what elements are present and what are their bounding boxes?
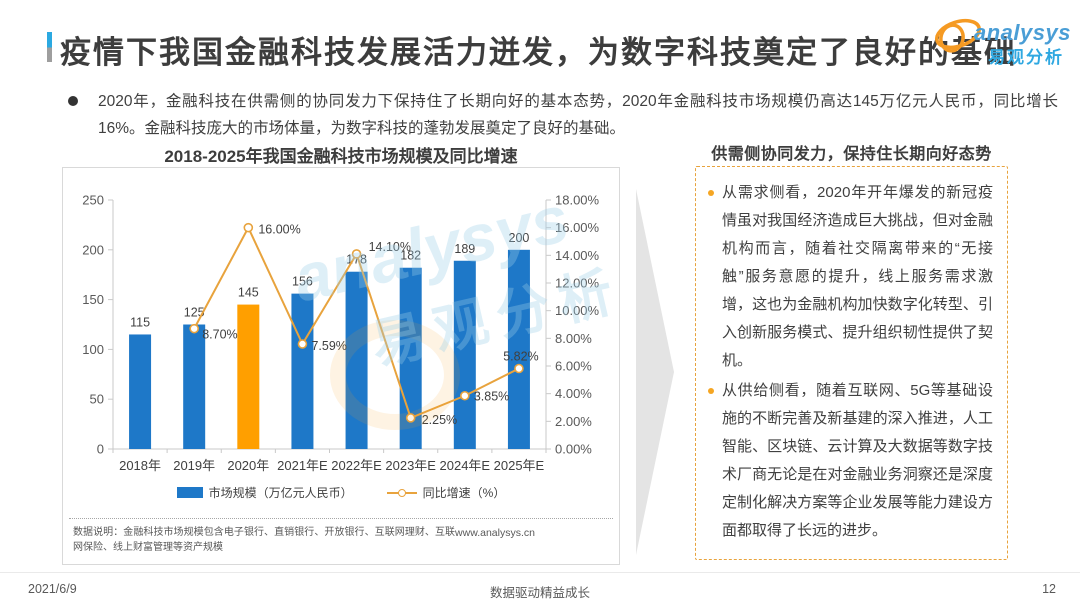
- legend-label: 同比增速（%）: [422, 486, 506, 500]
- bar-value-label: 125: [184, 306, 205, 320]
- panel-bullet-text: 从供给侧看，随着互联网、5G等基础设施的不断完善及新基建的深入推进，人工智能、区…: [722, 382, 993, 539]
- footer-date: 2021/6/9: [28, 582, 77, 596]
- y-axis-tick-label: 4.00%: [555, 386, 592, 401]
- bar-value-label: 182: [400, 249, 421, 263]
- growth-value-label: 14.10%: [369, 240, 411, 254]
- market-size-growth-chart: 0 50 100 150 200 250 0.00% 2.00% 4.00% 6.00% 8.00%…: [82, 193, 600, 474]
- logo-cn-text: 易观分析: [988, 48, 1064, 67]
- x-category-label: 2022年E: [331, 458, 382, 473]
- bar-2019年: [183, 324, 206, 449]
- y-axis-tick-label: 100: [82, 342, 104, 357]
- y-axis-tick-label: 0: [97, 442, 104, 457]
- footer-page-number: 12: [1042, 582, 1056, 596]
- panel-bullet-supply: 从供给侧看，随着互联网、5G等基础设施的不断完善及新基建的深入推进，人工智能、区…: [708, 377, 993, 545]
- y-axis-tick-label: 200: [82, 242, 104, 257]
- title-accent-bar: [47, 32, 52, 62]
- bar-value-label: 145: [238, 286, 259, 300]
- right-panel-title: 供需侧协同发力，保持住长期向好态势: [711, 146, 992, 163]
- x-category-label: 2023年E: [385, 458, 436, 473]
- growth-value-label: 5.82%: [503, 349, 538, 363]
- x-category-label: 2018年: [119, 458, 161, 473]
- bullet-dot-icon: [68, 96, 78, 106]
- legend-item-growth-rate: 同比增速（%）: [386, 484, 506, 501]
- bar-2020年: [237, 304, 260, 449]
- bar-2022年E: [345, 271, 368, 449]
- bar-value-label: 156: [292, 275, 313, 289]
- bar-value-label: 189: [454, 242, 475, 256]
- growth-value-label: 2.25%: [422, 413, 457, 427]
- line-marker: [351, 249, 362, 259]
- line-marker: [297, 339, 308, 349]
- y-axis-tick-label: 50: [90, 392, 104, 407]
- x-category-label: 2024年E: [440, 458, 491, 473]
- bar-value-label: 115: [130, 315, 150, 329]
- y-axis-tick-label: 14.00%: [555, 248, 600, 263]
- bullet-dot-icon: [708, 388, 714, 394]
- line-marker: [189, 323, 199, 334]
- source-link[interactable]: www.analysys.cn: [455, 527, 535, 539]
- line-marker: [243, 222, 254, 233]
- line-marker: [460, 390, 470, 401]
- y-axis-tick-label: 8.00%: [555, 331, 592, 346]
- page-title: 疫情下我国金融科技发展活力迸发，为数字科技奠定了良好的基础: [60, 35, 1017, 70]
- y-axis-tick-label: 0.00%: [555, 442, 592, 457]
- bar-swatch-icon: [176, 487, 203, 498]
- panel-bullet-demand: 从需求侧看，2020年开年爆发的新冠疫情虽对我国经济造成巨大挑战，但对金融机构而…: [708, 179, 993, 375]
- footer-slogan: 数据驱动精益成长: [489, 586, 590, 600]
- logo-latin-text: analysys: [974, 20, 1071, 45]
- x-category-label: 2020年: [227, 458, 269, 473]
- line-swatch-icon: [386, 488, 417, 497]
- x-category-label: 2025年E: [494, 458, 545, 473]
- y-axis-tick-label: 250: [82, 193, 104, 208]
- y-axis-tick-label: 150: [82, 292, 104, 307]
- y-axis-tick-label: 16.00%: [555, 220, 600, 235]
- footer: 2021/6/9 数据驱动精益成长 12: [0, 572, 1080, 608]
- legend-item-market-size: 市场规模（万亿元人民币）: [176, 484, 353, 501]
- growth-value-label: 3.85%: [474, 390, 509, 404]
- growth-value-label: 8.70%: [202, 328, 237, 342]
- growth-value-label: 7.59%: [311, 339, 346, 353]
- bullet-dot-icon: [708, 190, 714, 196]
- chart-title: 2018-2025年我国金融科技市场规模及同比增速: [164, 147, 518, 166]
- transition-arrow-icon: [636, 189, 674, 555]
- growth-value-label: 16.00%: [258, 223, 300, 237]
- x-category-label: 2021年E: [277, 458, 328, 473]
- bar-2018年: [129, 334, 152, 449]
- bar-2024年E: [453, 260, 476, 449]
- y-axis-tick-label: 2.00%: [555, 414, 592, 429]
- y-axis-tick-label: 12.00%: [555, 276, 600, 291]
- logo-swirl-icon: [935, 18, 981, 53]
- footnote-text: 数据说明：金融科技市场规模包含电子银行、直销银行、开放银行、互联网理财、互联网保…: [73, 527, 456, 553]
- intro-bullet: 2020年，金融科技在供需侧的协同发力下保持住了长期向好的基本态势，2020年金…: [68, 88, 1058, 142]
- bar-value-label: 200: [509, 231, 530, 245]
- y-axis-tick-label: 6.00%: [555, 359, 592, 374]
- legend-label: 市场规模（万亿元人民币）: [208, 486, 353, 500]
- chart-legend: 市场规模（万亿元人民币） 同比增速（%）: [63, 484, 619, 501]
- analysys-logo: analysys 易观分析: [932, 10, 1071, 68]
- intro-text: 2020年，金融科技在供需侧的协同发力下保持住了长期向好的基本态势，2020年金…: [98, 93, 1058, 137]
- bar-2025年E: [507, 249, 530, 449]
- panel-bullet-text: 从需求侧看，2020年开年爆发的新冠疫情虽对我国经济造成巨大挑战，但对金融机构而…: [722, 184, 993, 369]
- right-panel: 从需求侧看，2020年开年爆发的新冠疫情虽对我国经济造成巨大挑战，但对金融机构而…: [695, 166, 1008, 560]
- footnote-row: 数据说明：金融科技市场规模包含电子银行、直销银行、开放银行、互联网理财、互联网保…: [69, 518, 613, 555]
- y-axis-tick-label: 18.00%: [555, 193, 600, 208]
- x-category-label: 2019年: [173, 458, 215, 473]
- y-axis-tick-label: 10.00%: [555, 303, 600, 318]
- line-marker: [514, 363, 524, 374]
- bar-2021年E: [291, 293, 314, 449]
- chart-card: 0 50 100 150 200 250 0.00% 2.00% 4.00% 6.00% 8.00%…: [62, 167, 620, 565]
- line-marker: [405, 413, 416, 423]
